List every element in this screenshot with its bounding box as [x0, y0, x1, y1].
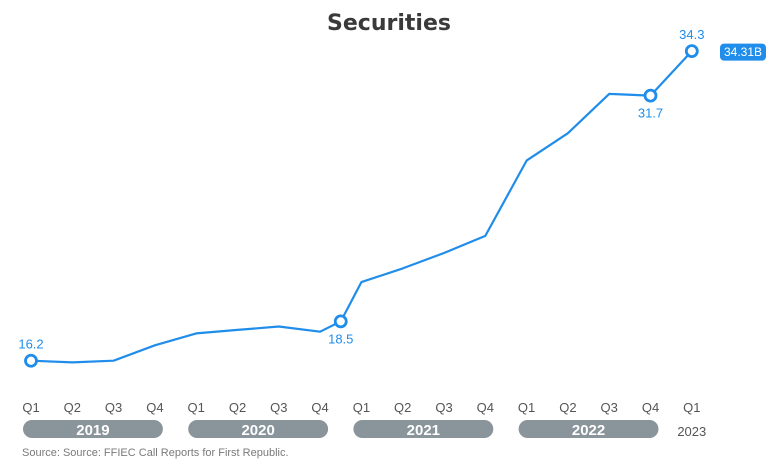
- data-label: 18.5: [328, 331, 353, 346]
- year-label: 2019: [76, 422, 109, 439]
- year-band: [353, 420, 494, 438]
- x-tick-label: Q4: [642, 400, 659, 415]
- year-band: [518, 420, 659, 438]
- year-label: 2020: [241, 422, 274, 439]
- x-tick-label: Q3: [601, 400, 618, 415]
- x-tick-label: Q4: [146, 400, 163, 415]
- x-tick-label: Q1: [353, 400, 370, 415]
- x-tick-label: Q3: [435, 400, 452, 415]
- chart-title: Securities: [327, 11, 451, 36]
- x-tick-label: Q1: [22, 400, 39, 415]
- x-tick-label: Q1: [683, 400, 700, 415]
- year-label: 2023: [677, 424, 706, 439]
- data-point-marker: [643, 88, 658, 103]
- end-value-badge-text: 34.31B: [724, 45, 762, 59]
- x-tick-label: Q4: [311, 400, 328, 415]
- x-tick-label: Q3: [270, 400, 287, 415]
- year-band: [23, 420, 163, 438]
- x-tick-label: Q2: [64, 400, 81, 415]
- data-point-marker: [684, 44, 699, 59]
- year-label: 2021: [407, 422, 440, 439]
- x-axis: Q1 Q2 Q3 Q4 Q1 Q2 Q3 Q4 Q1 Q2 Q3 Q4 Q1 Q2 Q3 Q4 Q1 2019 20…: [22, 400, 706, 439]
- source-note: Source: Source: FFIEC Call Reports for F…: [22, 447, 289, 459]
- end-value-badge: [720, 43, 766, 61]
- x-tick-label: Q3: [105, 400, 122, 415]
- series-line: [29, 49, 693, 364]
- x-tick-label: Q1: [518, 400, 535, 415]
- x-tick-label: Q2: [559, 400, 576, 415]
- x-tick-label: Q2: [229, 400, 246, 415]
- x-tick-label: Q2: [394, 400, 411, 415]
- data-point-marker: [333, 314, 348, 329]
- data-label: 16.2: [18, 337, 43, 352]
- year-label: 2022: [572, 422, 605, 439]
- data-label: 31.7: [638, 106, 663, 121]
- data-label: 34.3: [679, 27, 704, 42]
- x-tick-label: Q1: [188, 400, 205, 415]
- x-tick-label: Q4: [477, 400, 494, 415]
- data-point-marker: [24, 353, 38, 368]
- plot-area: 16.2 18.5 31.7 34.3 34.31B: [18, 27, 766, 368]
- year-band: [188, 420, 329, 438]
